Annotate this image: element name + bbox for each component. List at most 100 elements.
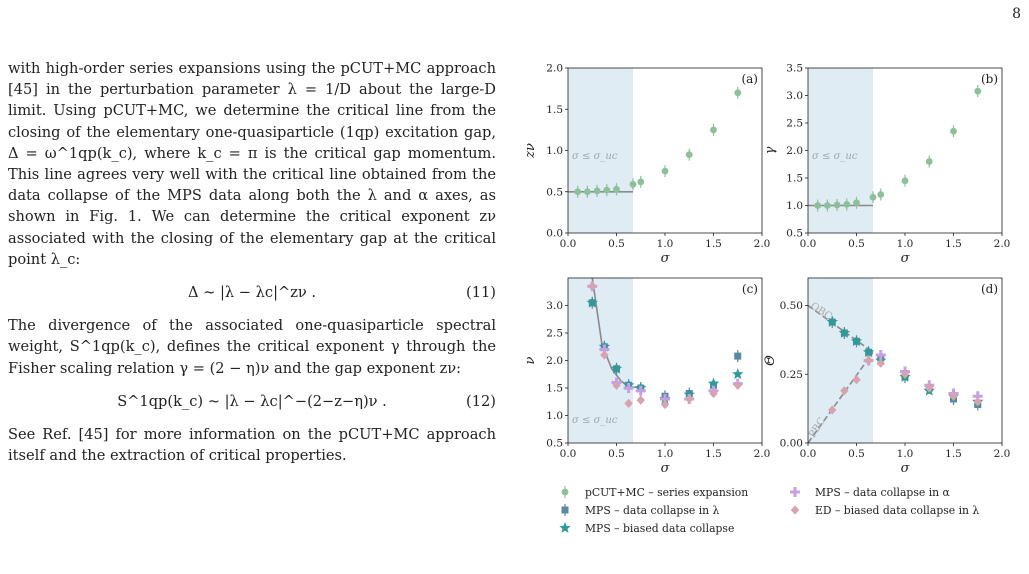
panel-b-point bbox=[877, 191, 885, 198]
panel-b-ytick-label: 3.5 bbox=[786, 63, 803, 75]
panel-d-point bbox=[828, 405, 837, 415]
panel-a-point bbox=[661, 167, 669, 175]
panel-c-plot-area bbox=[586, 278, 744, 410]
panel-c-point bbox=[600, 350, 609, 360]
panel-a-ytick-label: 2.0 bbox=[546, 63, 563, 75]
panel-c-point bbox=[734, 352, 742, 360]
legend-label: ED – biased data collapse in λ bbox=[815, 504, 979, 517]
panel-c-point bbox=[733, 380, 742, 390]
panel-c-point bbox=[635, 385, 646, 396]
panel-a-point bbox=[637, 178, 645, 186]
panel-b-point bbox=[824, 202, 831, 209]
panel-c-point bbox=[610, 362, 623, 374]
panel-a-point bbox=[593, 187, 601, 195]
panel-a-point bbox=[734, 89, 742, 97]
panel-d-point bbox=[850, 335, 863, 347]
panel-a-shaded-label: σ ≤ σ_uc bbox=[572, 151, 618, 162]
panel-c-point bbox=[588, 281, 597, 291]
panel-b-point bbox=[950, 127, 957, 135]
panel-d-xtick-label: 0.0 bbox=[800, 448, 817, 460]
paragraph-2: The divergence of the associated one-qua… bbox=[8, 317, 496, 377]
panel-d-point bbox=[838, 327, 851, 338]
panel-d-point bbox=[826, 316, 838, 327]
equation-11: Δ ~ |λ − λc|^zν . (11) bbox=[8, 282, 496, 303]
equation-12: S^1qp(k_c) ~ |λ − λc|^−(2−z−η)ν . (12) bbox=[8, 391, 496, 412]
panel-c-ytick-label: 2.5 bbox=[546, 328, 563, 340]
panel-c-point bbox=[586, 296, 598, 308]
panel-b-ytick-label: 1.0 bbox=[786, 200, 803, 212]
panel-d-point bbox=[949, 391, 958, 401]
panel-d-xtick-label: 2.0 bbox=[994, 448, 1011, 460]
panel-c-xtick-label: 0.5 bbox=[608, 448, 625, 460]
legend-marker bbox=[561, 488, 569, 496]
panel-b-xtick-label: 1.0 bbox=[897, 238, 914, 250]
figure-panels: σ ≤ σ_uc 0.0 0.5 1.0 1.5 2.0 0.0 0.5 1.0 1.5 2.0 σ z… bbox=[520, 58, 1029, 570]
panel-a-point bbox=[574, 188, 582, 196]
panel-c-point bbox=[636, 395, 645, 405]
panel-d-line-pbc bbox=[808, 351, 874, 443]
panel-d-shaded-region bbox=[808, 278, 873, 443]
equation-11-body: Δ ~ |λ − λc|^zν . bbox=[187, 284, 317, 302]
panel-a-ytick-label: 0.5 bbox=[546, 186, 563, 198]
equation-12-number: (12) bbox=[466, 392, 496, 410]
panel-c-ytick-label: 1.5 bbox=[546, 383, 563, 395]
panel-b-ylabel: γ bbox=[763, 146, 778, 154]
panel-b-panel-label: (b) bbox=[981, 72, 998, 86]
panel-c-shaded-region bbox=[568, 278, 633, 443]
panel-c-ytick-label: 3.0 bbox=[546, 300, 563, 312]
panel-a-point bbox=[685, 151, 693, 159]
legend-label: MPS – data collapse in α bbox=[815, 486, 950, 499]
equation-11-number: (11) bbox=[466, 284, 496, 302]
panel-c-ylabel: ν bbox=[523, 356, 538, 364]
panel-d-point bbox=[876, 358, 885, 368]
panel-c-point bbox=[709, 388, 718, 399]
panel-c-shaded-label: σ ≤ σ_uc bbox=[572, 415, 618, 426]
legend-label: pCUT+MC – series expansion bbox=[585, 486, 748, 499]
legend-marker bbox=[559, 522, 571, 533]
panel-b-point bbox=[925, 158, 933, 165]
panel-b-ytick-label: 1.5 bbox=[786, 173, 803, 185]
panel-c-ytick-label: 2.0 bbox=[546, 355, 563, 367]
panel-a-ylabel: zν bbox=[523, 143, 538, 159]
panel-d-xtick-label: 1.0 bbox=[897, 448, 914, 460]
legend-marker bbox=[790, 487, 800, 497]
panel-b-point bbox=[901, 177, 909, 185]
panel-b-point bbox=[833, 201, 841, 209]
panel-d-ytick-label: 0.00 bbox=[780, 438, 803, 450]
panel-c-xtick-label: 0.0 bbox=[560, 448, 577, 460]
panel-d-line-obc bbox=[808, 304, 874, 353]
panel-d-point bbox=[925, 383, 934, 393]
panel-a-point bbox=[613, 185, 620, 193]
panel-a-xtick-label: 1.5 bbox=[705, 238, 722, 250]
panel-b-point bbox=[974, 87, 982, 95]
panel-b-ytick-label: 3.0 bbox=[786, 90, 803, 102]
panel-a-point bbox=[603, 186, 611, 194]
panel-d-panel-label: (d) bbox=[981, 282, 998, 296]
panel-d-point bbox=[840, 386, 849, 396]
panel-b-ytick-label: 2.5 bbox=[786, 118, 803, 130]
panel-a-xlabel: σ bbox=[661, 251, 671, 266]
legend-marker bbox=[790, 505, 800, 515]
panel-c-xtick-label: 2.0 bbox=[754, 448, 771, 460]
panel-b-point bbox=[869, 193, 877, 201]
panel-c-ytick-label: 0.5 bbox=[546, 438, 563, 450]
panel-b-shaded-label: σ ≤ σ_uc bbox=[812, 151, 858, 162]
panel-c-point bbox=[612, 380, 621, 390]
panel-a-point bbox=[710, 126, 717, 134]
panel-b-ytick-label: 0.5 bbox=[786, 228, 803, 240]
panel-a-ytick-label: 1.5 bbox=[546, 104, 563, 116]
panel-d-point bbox=[875, 350, 886, 360]
panel-c-xtick-label: 1.5 bbox=[705, 448, 722, 460]
panel-b-xtick-label: 0.5 bbox=[848, 238, 865, 250]
panel-b-xtick-label: 1.5 bbox=[945, 238, 962, 250]
panel-a-plot-area bbox=[568, 86, 742, 198]
panel-d-ytick-label: 0.25 bbox=[780, 369, 803, 381]
panel-d-point bbox=[900, 369, 910, 379]
equation-12-body: S^1qp(k_c) ~ |λ − λc|^−(2−z−η)ν . bbox=[117, 392, 387, 410]
panel-c-point bbox=[707, 377, 720, 389]
panel-b-plot-area bbox=[808, 85, 982, 212]
panel-c-point bbox=[624, 398, 633, 408]
panel-c-point bbox=[623, 383, 634, 393]
panel-d-ylabel: Θ bbox=[763, 355, 778, 366]
panel-a-shaded-region bbox=[568, 68, 633, 233]
